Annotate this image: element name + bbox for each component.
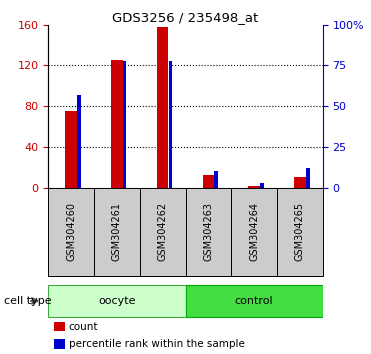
Bar [214,171,218,188]
Bar [260,183,264,188]
FancyBboxPatch shape [231,188,277,276]
FancyBboxPatch shape [48,285,186,317]
Bar [123,61,127,188]
Bar [306,168,309,188]
Text: GSM304263: GSM304263 [203,202,213,261]
Text: GSM304262: GSM304262 [158,202,168,262]
FancyBboxPatch shape [94,188,140,276]
Text: GSM304264: GSM304264 [249,202,259,261]
FancyBboxPatch shape [140,188,186,276]
Bar [249,185,260,188]
Text: GSM304265: GSM304265 [295,202,305,262]
Bar [157,27,168,188]
Bar [203,176,214,188]
Title: GDS3256 / 235498_at: GDS3256 / 235498_at [112,11,259,24]
Bar [168,61,172,188]
Bar [65,111,77,188]
Text: GSM304260: GSM304260 [66,202,76,261]
FancyBboxPatch shape [186,285,323,317]
Text: GSM304261: GSM304261 [112,202,122,261]
Text: count: count [69,321,98,332]
Text: control: control [235,296,273,306]
Text: cell type: cell type [4,296,51,306]
Bar [54,322,65,331]
Bar [111,61,122,188]
Text: oocyte: oocyte [98,296,136,306]
Bar [54,339,65,349]
FancyBboxPatch shape [186,188,231,276]
Bar [77,95,81,188]
FancyBboxPatch shape [48,188,94,276]
Text: percentile rank within the sample: percentile rank within the sample [69,339,245,349]
Bar [294,177,306,188]
FancyBboxPatch shape [277,188,323,276]
